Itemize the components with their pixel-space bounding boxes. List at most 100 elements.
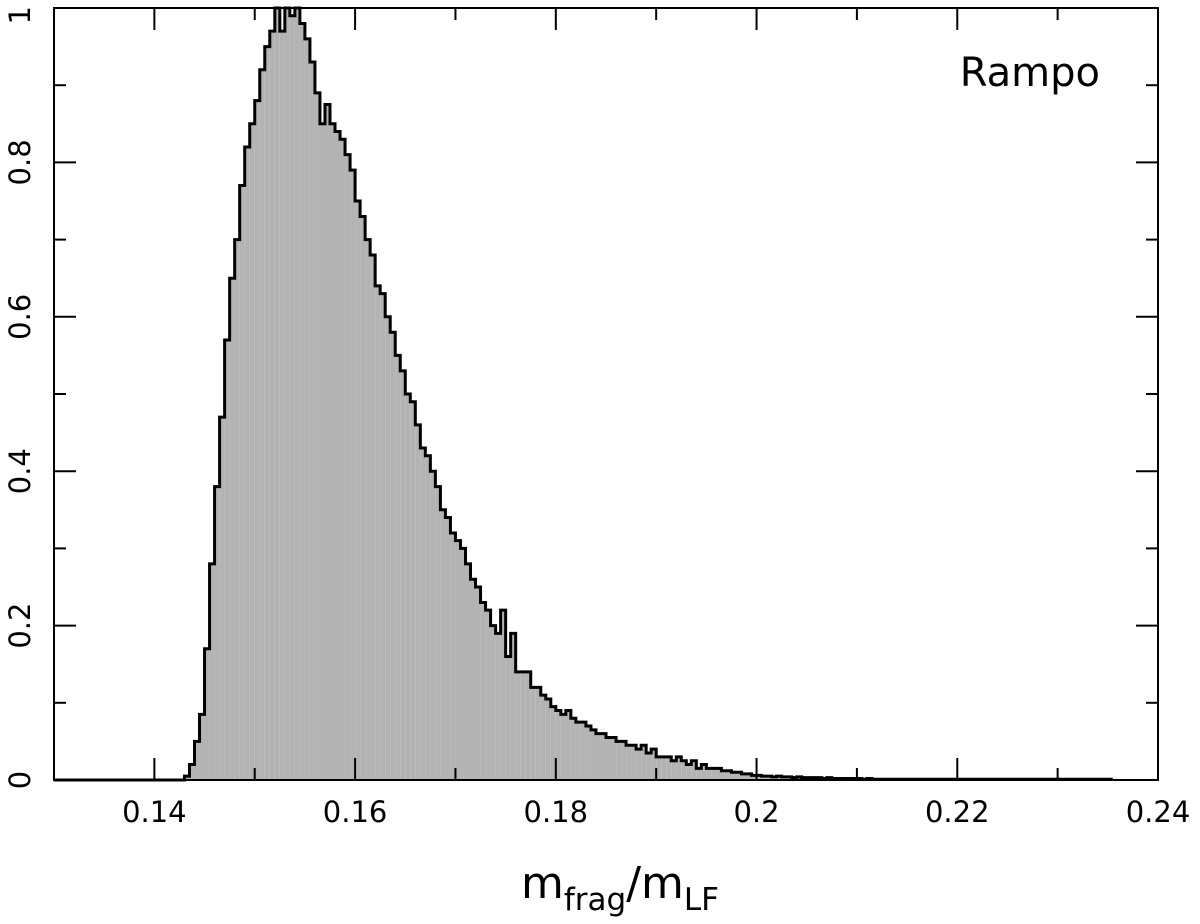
histogram-bar <box>771 776 777 780</box>
histogram-bar <box>355 201 361 780</box>
histogram-bar <box>294 8 300 780</box>
histogram-bar <box>696 768 702 780</box>
histogram-bar <box>626 745 632 780</box>
histogram-bar <box>681 760 687 780</box>
histogram-bar <box>445 517 451 780</box>
histogram-bar <box>545 698 551 780</box>
histogram-bar <box>269 31 275 781</box>
histogram-bar <box>661 756 667 780</box>
histogram-bar <box>219 417 225 780</box>
histogram-bar <box>184 776 190 780</box>
histogram-bar <box>751 775 757 780</box>
x-axis-title-sep: / <box>626 858 641 909</box>
histogram-bar <box>550 706 556 780</box>
histogram-bar <box>425 455 431 780</box>
histogram-bar <box>515 671 521 780</box>
histogram-bar <box>385 316 391 780</box>
histogram-bar <box>204 648 210 780</box>
histogram-bar <box>500 610 506 780</box>
histogram-bar <box>585 725 591 780</box>
histogram-bar <box>345 154 351 780</box>
histogram-bar <box>284 8 290 780</box>
histogram-bar <box>580 722 586 780</box>
histogram-bar <box>460 548 466 780</box>
histogram-bar <box>651 749 657 780</box>
x-axis-title-sub2: LF <box>684 882 719 918</box>
histogram-bar <box>234 239 240 781</box>
histogram-bar <box>224 339 230 780</box>
histogram-bar <box>535 687 541 780</box>
histogram-bar <box>590 729 596 780</box>
histogram-bar <box>350 170 356 780</box>
histogram-bar <box>701 764 707 780</box>
histogram-bar <box>335 131 341 780</box>
annotation-label: Rampo <box>960 50 1100 96</box>
histogram-bar <box>756 775 762 780</box>
histogram-bar <box>666 756 672 780</box>
x-axis-title-sub1: frag <box>564 882 626 918</box>
y-tick-label: 0 <box>3 771 37 789</box>
histogram-bar <box>721 770 727 780</box>
histogram-bar <box>194 741 200 780</box>
y-tick-label: 0.6 <box>3 294 37 340</box>
histogram-bar <box>781 776 787 780</box>
histogram-bar <box>450 532 456 780</box>
x-tick-label: 0.16 <box>323 795 388 829</box>
histogram-bar <box>299 23 305 780</box>
histogram-bar <box>420 448 426 780</box>
histogram-bar <box>370 255 376 781</box>
histogram-bar <box>319 123 325 781</box>
histogram-bar <box>575 722 581 780</box>
histogram-bar <box>606 737 612 780</box>
histogram-bar <box>530 687 536 780</box>
histogram-bar <box>375 285 381 780</box>
plot-area <box>54 6 1113 782</box>
histogram-bar <box>656 756 662 780</box>
histogram-bar <box>570 718 576 780</box>
histogram-bar <box>636 749 642 780</box>
histogram-bar <box>505 656 511 780</box>
histogram-bar <box>415 424 421 780</box>
histogram-bar <box>244 146 250 780</box>
histogram-bar <box>259 69 265 780</box>
histogram-bar <box>560 714 566 780</box>
histogram-bar <box>410 401 416 780</box>
histogram-bar <box>430 471 436 780</box>
histogram-bar <box>324 104 330 780</box>
histogram-bar <box>360 216 366 780</box>
histogram-bar <box>711 768 717 780</box>
histogram-bar <box>766 776 772 780</box>
histogram-bar <box>455 540 461 780</box>
histogram-bar <box>616 741 622 780</box>
histogram-bar <box>264 46 270 781</box>
histogram-bar <box>400 370 406 780</box>
y-tick-label: 0.8 <box>3 139 37 185</box>
histogram-bar <box>716 768 722 780</box>
histogram-bar <box>480 602 486 780</box>
histogram-bar <box>405 394 411 780</box>
histogram-bar <box>611 737 617 780</box>
histogram-bar <box>209 563 215 780</box>
histogram-bar <box>726 770 732 780</box>
histogram-bar <box>279 31 285 781</box>
x-tick-label: 0.18 <box>524 795 589 829</box>
histogram-bar <box>686 764 692 780</box>
histogram-outline <box>54 6 1113 782</box>
histogram-bar <box>786 776 792 780</box>
histogram-bar <box>490 625 496 780</box>
histogram-bar <box>435 486 441 780</box>
y-tick-label: 1 <box>3 6 37 24</box>
x-tick-label: 0.2 <box>733 795 779 829</box>
histogram-bar <box>309 62 315 781</box>
x-tick-label: 0.24 <box>1126 795 1191 829</box>
histogram-bar <box>746 773 752 780</box>
histogram-bar <box>340 139 346 781</box>
histogram-bar <box>646 752 652 780</box>
axes: 0.14 0.16 0.18 0.2 0.22 0.24 0 0.2 0.4 0.6 0.8 1 <box>3 6 1190 829</box>
histogram-bar <box>595 733 601 780</box>
histogram-bar <box>330 123 336 781</box>
histogram-bar <box>671 760 677 780</box>
histogram-bar <box>214 486 220 780</box>
histogram-bar <box>495 633 501 780</box>
histogram-bar <box>380 293 386 780</box>
